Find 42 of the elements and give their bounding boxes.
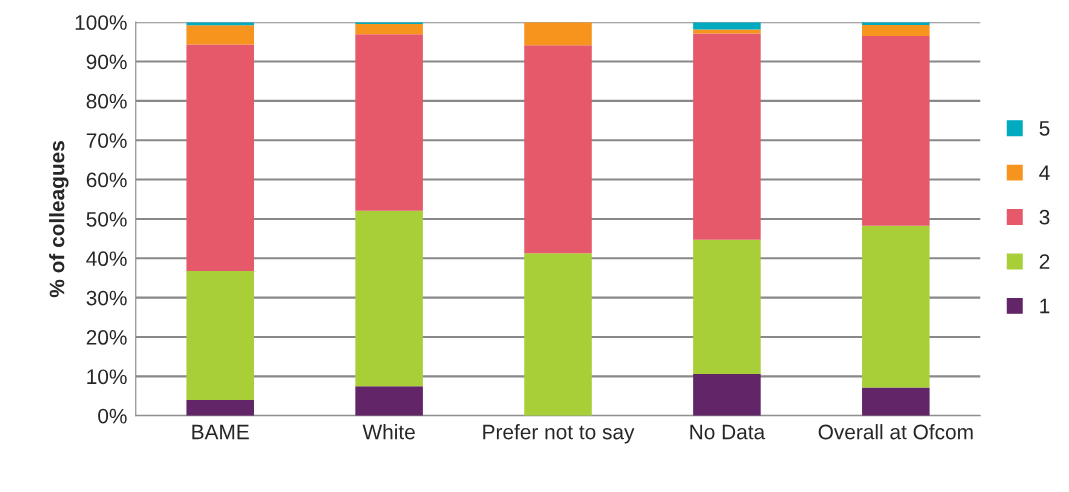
bar — [693, 33, 761, 240]
bar — [186, 270, 254, 400]
y-tick-label: 0% — [98, 408, 127, 424]
y-tick-label: 30% — [86, 290, 127, 306]
x-tick-label: White — [362, 424, 415, 440]
bar — [355, 210, 423, 387]
x-tick-label: BAME — [192, 424, 249, 440]
bar — [693, 22, 761, 30]
x-tick-label: No Data — [690, 424, 766, 440]
y-tick-label: 90% — [86, 54, 127, 70]
bar — [524, 22, 592, 46]
y-tick-label: 40% — [86, 251, 127, 267]
bar — [355, 386, 423, 416]
legend-label: 2 — [1039, 254, 1050, 269]
x-tick-label: Prefer not to say — [483, 424, 635, 444]
y-axis-title: % of colleagues — [49, 141, 69, 298]
bar — [693, 29, 761, 34]
legend-label: 4 — [1039, 165, 1050, 180]
bar — [693, 374, 761, 416]
bar — [186, 400, 254, 416]
legend-label: 5 — [1039, 121, 1050, 136]
y-tick-label: 20% — [86, 330, 127, 345]
bar — [693, 239, 761, 375]
bar — [862, 24, 930, 36]
legend-label: 3 — [1039, 209, 1050, 225]
y-tick-label: 80% — [86, 93, 127, 109]
y-tick-label: 10% — [87, 369, 127, 385]
bar — [524, 253, 592, 416]
bar — [186, 44, 254, 271]
x-tick-label: Overall at Ofcom — [818, 424, 973, 440]
bar — [355, 24, 423, 35]
bar — [862, 387, 930, 416]
legend-label: 1 — [1040, 298, 1050, 314]
y-tick-label: 60% — [86, 172, 127, 188]
bar — [524, 45, 592, 254]
bar — [355, 34, 423, 211]
bar — [186, 25, 254, 45]
y-tick-label: 70% — [86, 133, 127, 148]
y-tick-label: 100% — [75, 15, 127, 30]
bar — [862, 225, 930, 388]
y-tick-label: 50% — [86, 211, 127, 227]
bar — [862, 35, 930, 226]
